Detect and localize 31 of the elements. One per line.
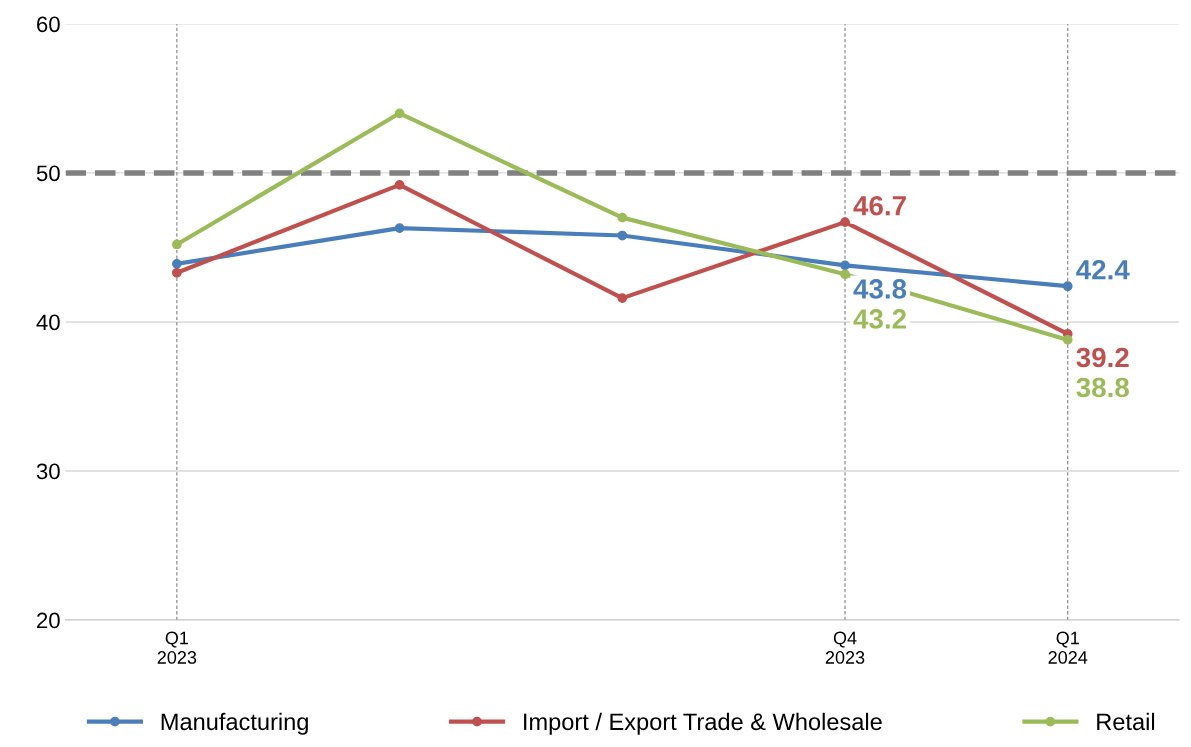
legend-label: Import / Export Trade & Wholesale — [524, 712, 882, 735]
data-label: 43.2 — [853, 309, 906, 329]
point — [1062, 334, 1073, 345]
point — [840, 217, 850, 227]
point — [394, 179, 405, 190]
point — [172, 239, 182, 250]
y-tick-label: 50 — [36, 165, 60, 182]
point — [617, 293, 628, 303]
x-tick-label: Q4 2023 — [825, 631, 865, 664]
data-label: 42.4 — [1076, 259, 1130, 280]
data-label: 39.2 — [1076, 347, 1129, 368]
point — [840, 260, 850, 271]
point — [394, 223, 405, 233]
legend-label: Manufacturing — [161, 712, 308, 735]
point — [172, 258, 182, 269]
x-tick-label: Q1 2023 — [157, 631, 197, 664]
point — [394, 108, 405, 119]
data-label: 38.8 — [1076, 377, 1129, 398]
y-tick-label: 40 — [36, 314, 60, 331]
data-label: 46.7 — [853, 195, 906, 216]
data-label: 43.8 — [853, 279, 907, 299]
legend-label: Retail — [1097, 712, 1155, 731]
y-tick-label: 20 — [37, 612, 60, 629]
point — [840, 269, 850, 280]
point — [172, 267, 182, 278]
point — [617, 230, 628, 241]
point — [1062, 281, 1073, 292]
y-tick-label: 30 — [36, 463, 60, 480]
x-tick-label: Q1 2024 — [1048, 631, 1088, 664]
point — [617, 212, 628, 223]
y-tick-label: 60 — [37, 16, 60, 33]
